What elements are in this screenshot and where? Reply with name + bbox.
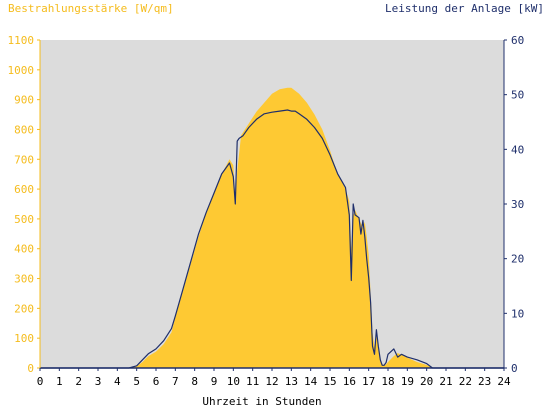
left-tick-label: 900 — [14, 94, 34, 107]
x-tick-label: 19 — [401, 375, 414, 388]
irradiance-area — [40, 87, 504, 368]
left-tick-label: 700 — [14, 153, 34, 166]
x-tick-label: 5 — [133, 375, 140, 388]
right-tick-label: 50 — [511, 89, 524, 102]
left-tick-label: 1100 — [8, 34, 35, 47]
x-tick-label: 8 — [191, 375, 198, 388]
left-tick-label: 800 — [14, 123, 34, 136]
x-tick-label: 24 — [497, 375, 511, 388]
right-tick-label: 10 — [511, 307, 524, 320]
left-tick-label: 1000 — [8, 64, 35, 77]
x-tick-label: 15 — [323, 375, 336, 388]
x-tick-label: 7 — [172, 375, 179, 388]
x-tick-label: 9 — [211, 375, 218, 388]
x-tick-label: 6 — [153, 375, 160, 388]
right-tick-label: 60 — [511, 34, 524, 47]
x-tick-label: 12 — [265, 375, 278, 388]
x-tick-label: 20 — [420, 375, 433, 388]
x-tick-label: 21 — [439, 375, 452, 388]
x-tick-label: 18 — [381, 375, 394, 388]
x-tick-label: 2 — [75, 375, 82, 388]
power-line — [40, 109, 504, 369]
x-tick-label: 23 — [478, 375, 491, 388]
x-tick-label: 13 — [285, 375, 298, 388]
left-tick-label: 200 — [14, 302, 34, 315]
axes-layer: 0100200300400500600700800900100011000102… — [8, 34, 525, 388]
x-tick-label: 11 — [246, 375, 259, 388]
left-tick-label: 300 — [14, 273, 34, 286]
x-tick-label: 14 — [304, 375, 318, 388]
right-tick-label: 40 — [511, 143, 524, 156]
left-axis-title: Bestrahlungsstärke [W/qm] — [8, 2, 174, 15]
left-tick-label: 100 — [14, 332, 34, 345]
series-layer — [40, 87, 504, 369]
left-tick-label: 500 — [14, 213, 34, 226]
x-tick-label: 10 — [227, 375, 240, 388]
x-tick-label: 3 — [95, 375, 102, 388]
right-tick-label: 0 — [511, 362, 518, 375]
x-tick-label: 4 — [114, 375, 121, 388]
right-tick-label: 30 — [511, 198, 524, 211]
x-axis-title: Uhrzeit in Stunden — [202, 395, 321, 408]
x-tick-label: 22 — [459, 375, 472, 388]
x-tick-label: 1 — [56, 375, 63, 388]
left-tick-label: 400 — [14, 243, 34, 256]
x-tick-label: 17 — [362, 375, 375, 388]
right-axis-title: Leistung der Anlage [kW] — [385, 2, 544, 15]
x-tick-label: 0 — [37, 375, 44, 388]
x-tick-label: 16 — [343, 375, 356, 388]
left-tick-label: 0 — [27, 362, 34, 375]
left-tick-label: 600 — [14, 183, 34, 196]
right-tick-label: 20 — [511, 253, 524, 266]
